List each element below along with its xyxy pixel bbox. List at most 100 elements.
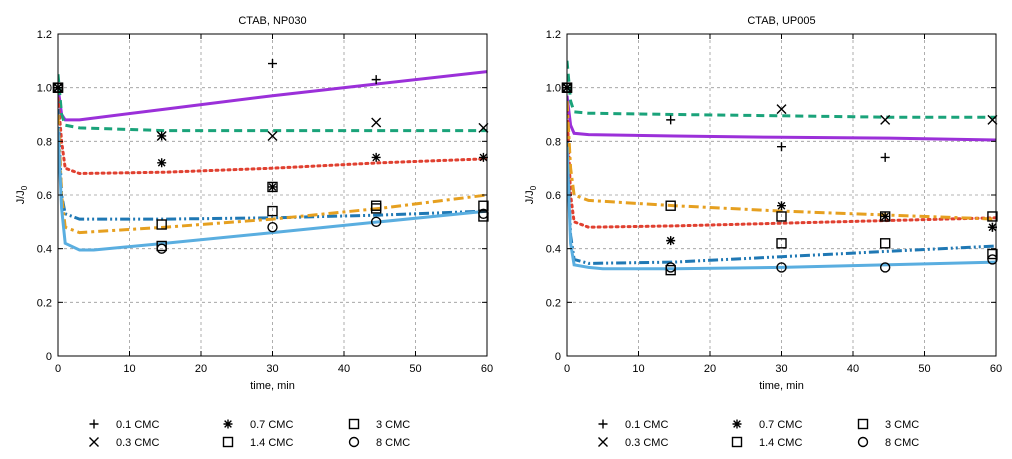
y-axis-label-main: J/J xyxy=(524,190,536,204)
legend-marker xyxy=(89,437,99,447)
x-tick-label: 30 xyxy=(266,363,278,375)
data-point xyxy=(478,208,489,219)
legend-marker xyxy=(598,437,608,447)
legend-marker xyxy=(857,418,869,430)
x-tick-label: 0 xyxy=(564,363,570,375)
fit-line-0-7-cmc xyxy=(567,107,996,229)
data-point xyxy=(880,211,890,221)
legend-label: 0.1 CMC xyxy=(116,419,159,431)
data-point xyxy=(371,152,381,162)
legend-marker xyxy=(223,419,233,429)
fit-lines xyxy=(58,70,487,252)
legend-label: 0.7 CMC xyxy=(250,419,293,431)
y-tick-label: 0.4 xyxy=(546,244,561,256)
data-point xyxy=(666,236,676,246)
legend-label: 0.1 CMC xyxy=(625,419,668,431)
data-point xyxy=(267,205,278,217)
legend-item: 0.1 CMC xyxy=(598,419,668,431)
data-point xyxy=(665,200,676,211)
legend-item: 8 CMC xyxy=(348,436,410,449)
y-axis-label: J/J0 xyxy=(524,185,538,204)
data-point xyxy=(776,238,787,249)
x-axis-label: time, min xyxy=(759,380,804,392)
data-point xyxy=(879,238,891,249)
chart-panel-1: CTAB, NP030 0 10 20 30 40 50 60 0 0.2 0.4 0.6 0.8 1.0… xyxy=(15,15,493,449)
fit-line-3-cmc xyxy=(567,101,996,221)
y-tick-label: 0.6 xyxy=(37,190,52,202)
data-point xyxy=(665,264,676,276)
fit-line-0-3-cmc xyxy=(58,74,487,133)
fit-lines xyxy=(567,60,996,271)
x-tick-label: 20 xyxy=(704,363,716,375)
legend-marker xyxy=(732,419,742,429)
data-point xyxy=(987,254,998,265)
data-point xyxy=(880,114,891,125)
data-point xyxy=(665,262,676,273)
data-point xyxy=(371,75,381,85)
y-tick-label: 0 xyxy=(555,351,561,363)
y-tick-label: 0.2 xyxy=(546,297,561,309)
fit-line-0-3-cmc xyxy=(567,60,996,119)
data-point xyxy=(370,216,382,228)
x-tick-label: 40 xyxy=(338,363,350,375)
legend-marker xyxy=(348,418,360,430)
y-axis-label: J/J0 xyxy=(15,185,29,204)
x-tick-label: 40 xyxy=(847,363,859,375)
data-point xyxy=(156,243,167,254)
data-point xyxy=(478,211,489,222)
x-tick-label: 10 xyxy=(632,363,644,375)
legend-item: 3 CMC xyxy=(857,418,919,431)
data-point xyxy=(478,122,489,133)
fit-line-8-cmc xyxy=(567,146,996,271)
data-point xyxy=(156,219,167,230)
x-tick-label: 10 xyxy=(123,363,135,375)
data-point xyxy=(370,200,382,211)
legend-item: 0.7 CMC xyxy=(223,419,293,431)
x-tick-label: 30 xyxy=(775,363,787,375)
data-point xyxy=(777,142,786,152)
y-tick-label: 0.4 xyxy=(37,244,52,256)
data-point xyxy=(157,158,167,168)
chart-panel-2: CTAB, UP005 0 10 20 30 40 50 60 0 0.2 0.4 0.6 0.8 1.0… xyxy=(524,15,1002,449)
y-axis-label-main: J/J xyxy=(15,190,27,204)
y-axis-label-subscript: 0 xyxy=(529,185,538,190)
legend-label: 0.3 CMC xyxy=(116,437,159,449)
data-point xyxy=(666,115,676,125)
y-tick-label: 1.0 xyxy=(546,83,561,95)
y-axis-label-subscript: 0 xyxy=(20,185,29,190)
data-point xyxy=(371,117,382,128)
legend-item: 3 CMC xyxy=(348,418,410,431)
x-axis-label: time, min xyxy=(250,380,295,392)
y-tick-label: 1.0 xyxy=(37,83,52,95)
y-tick-label: 1.2 xyxy=(546,29,561,41)
fit-line-1-4-cmc xyxy=(58,109,487,221)
x-tick-label: 50 xyxy=(918,363,930,375)
y-tick-label: 1.2 xyxy=(37,29,52,41)
legend-label: 0.7 CMC xyxy=(759,419,802,431)
legend-marker xyxy=(348,436,360,448)
data-point xyxy=(267,130,278,141)
data-point xyxy=(478,200,489,211)
data-point xyxy=(157,131,167,141)
data-point xyxy=(267,181,278,193)
legend-item: 0.3 CMC xyxy=(598,437,668,449)
legend-item: 1.4 CMC xyxy=(731,436,802,449)
data-point xyxy=(268,59,277,69)
y-tick-label: 0.6 xyxy=(546,190,561,202)
data-point xyxy=(987,211,998,222)
fit-line-8-cmc xyxy=(58,127,487,252)
data-point xyxy=(776,104,787,115)
legend-marker xyxy=(598,419,608,429)
chart-title: CTAB, UP005 xyxy=(747,15,815,27)
fit-line-0-7-cmc xyxy=(58,96,487,176)
data-points xyxy=(52,59,489,254)
legend-marker xyxy=(222,436,234,448)
legend-label: 0.3 CMC xyxy=(625,437,668,449)
data-point xyxy=(156,240,167,252)
y-tick-label: 0 xyxy=(46,351,52,363)
y-tick-label: 0.2 xyxy=(37,297,52,309)
legend-marker xyxy=(89,419,99,429)
legend-label: 8 CMC xyxy=(376,437,410,449)
legend-label: 8 CMC xyxy=(885,437,919,449)
x-tick-label: 60 xyxy=(481,363,493,375)
